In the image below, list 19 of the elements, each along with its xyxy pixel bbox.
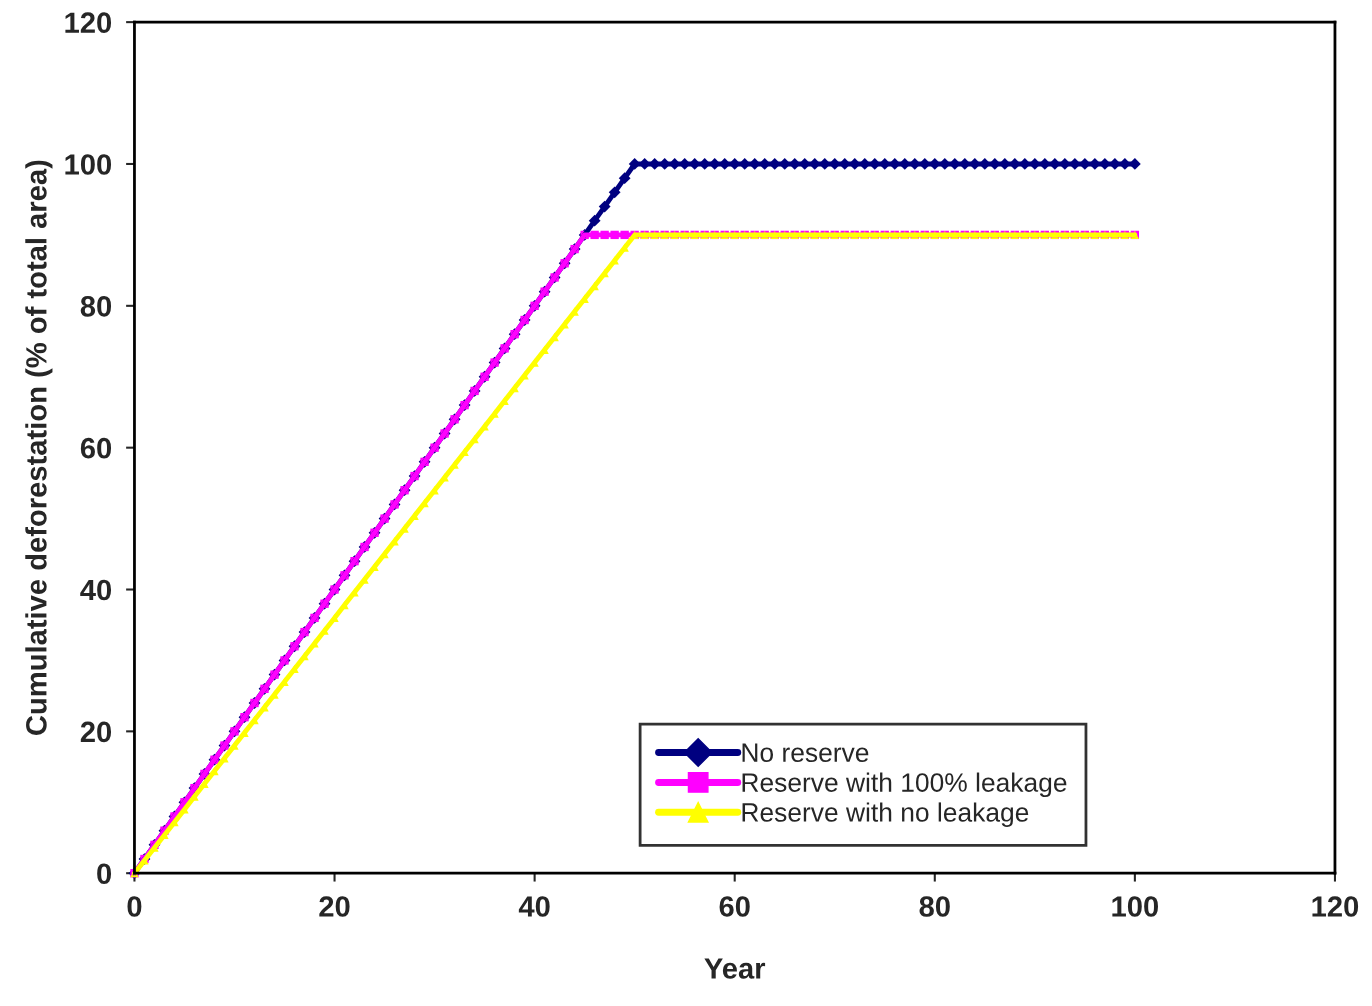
legend-label: Reserve with no leakage — [742, 802, 1029, 827]
x-tick-label: 40 — [518, 896, 550, 917]
y-tick-label: 40 — [80, 579, 112, 601]
y-tick-label: 20 — [80, 721, 112, 743]
y-tick-label: 80 — [80, 296, 112, 317]
x-axis-title: Year — [704, 958, 766, 979]
x-tick-label: 60 — [719, 896, 750, 917]
y-tick-label: 60 — [80, 437, 112, 459]
y-axis-title: Cumulative deforestation (% of total area) — [25, 160, 53, 735]
y-tick-label: 120 — [65, 12, 112, 33]
x-tick-label: 0 — [127, 896, 142, 917]
legend-label: Reserve with 100% leakage — [742, 772, 1067, 798]
x-tick-label: 100 — [1112, 896, 1159, 917]
x-tick-label: 20 — [319, 896, 350, 917]
x-tick-label: 120 — [1312, 896, 1359, 917]
x-tick-label: 80 — [919, 896, 950, 917]
y-tick-label: 0 — [97, 863, 112, 885]
legend-label: No reserve — [742, 743, 869, 763]
y-tick-label: 100 — [65, 154, 112, 175]
